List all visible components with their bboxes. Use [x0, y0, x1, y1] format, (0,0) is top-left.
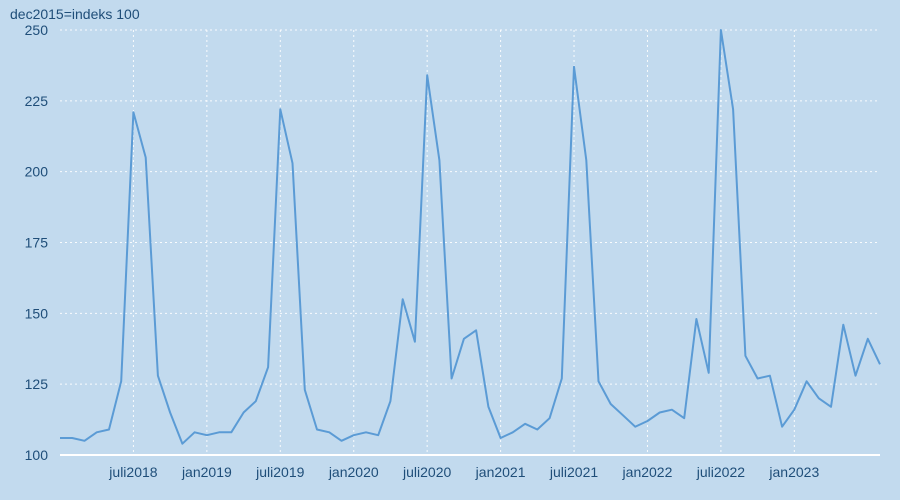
y-tick-label: 125 [25, 376, 49, 392]
x-tick-label: juli2022 [696, 464, 745, 480]
line-chart: dec2015=indeks 100 100 125 150 175 200 225 250… [0, 0, 900, 500]
x-tick-label: jan2022 [622, 464, 673, 480]
x-tick-label: juli2021 [549, 464, 598, 480]
x-tick-label: juli2020 [402, 464, 451, 480]
data-series-line [60, 30, 880, 444]
chart-svg: 100 125 150 175 200 225 250 juli2018 jan2019 juli… [0, 0, 900, 500]
y-axis-title: dec2015=indeks 100 [10, 6, 140, 22]
y-tick-label: 250 [25, 22, 49, 38]
x-tick-label: juli2019 [255, 464, 304, 480]
x-tick-label: jan2019 [181, 464, 232, 480]
x-tick-label: jan2021 [475, 464, 526, 480]
x-tick-label: jan2023 [768, 464, 819, 480]
x-tick-label: jan2020 [328, 464, 379, 480]
y-tick-label: 150 [25, 305, 49, 321]
y-tick-label: 175 [25, 235, 49, 251]
y-tick-label: 100 [25, 447, 49, 463]
y-tick-label: 200 [25, 164, 49, 180]
x-tick-label: juli2018 [108, 464, 157, 480]
y-tick-label: 225 [25, 93, 49, 109]
